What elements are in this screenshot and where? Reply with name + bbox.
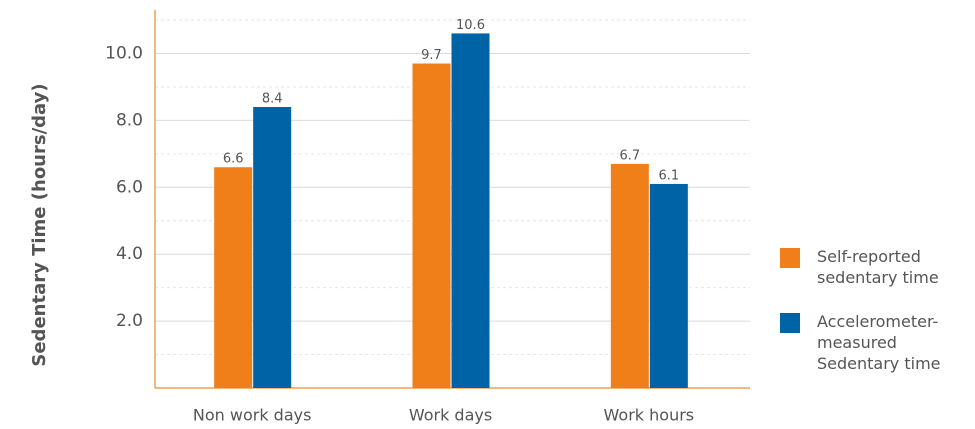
y-tick-label: 2.0 <box>116 311 143 331</box>
x-tick-label: Work hours <box>604 406 695 425</box>
x-tick-label: Work days <box>409 406 492 425</box>
y-tick-label: 6.0 <box>116 177 143 197</box>
bar <box>412 63 451 388</box>
value-label: 10.6 <box>456 18 485 33</box>
bar <box>253 107 292 388</box>
value-label: 6.1 <box>658 168 679 183</box>
y-tick-label: 4.0 <box>116 244 143 264</box>
x-tick-label: Non work days <box>193 406 312 425</box>
bar <box>214 167 253 388</box>
y-tick-label: 8.0 <box>116 110 143 130</box>
y-axis-label: Sedentary Time (hours/day) <box>29 83 50 366</box>
legend-label: Self-reported sedentary time <box>817 247 939 287</box>
value-label: 6.6 <box>223 152 244 167</box>
y-tick-label: 10.0 <box>105 43 143 63</box>
bar <box>649 183 688 388</box>
bar <box>451 33 490 389</box>
legend-swatch <box>780 313 800 333</box>
value-label: 9.7 <box>421 48 442 63</box>
legend-swatch <box>780 248 800 268</box>
legend-label: Accelerometer-measured Sedentary time <box>817 312 941 373</box>
value-label: 6.7 <box>619 148 640 163</box>
bar <box>610 163 649 388</box>
value-label: 8.4 <box>262 92 283 107</box>
